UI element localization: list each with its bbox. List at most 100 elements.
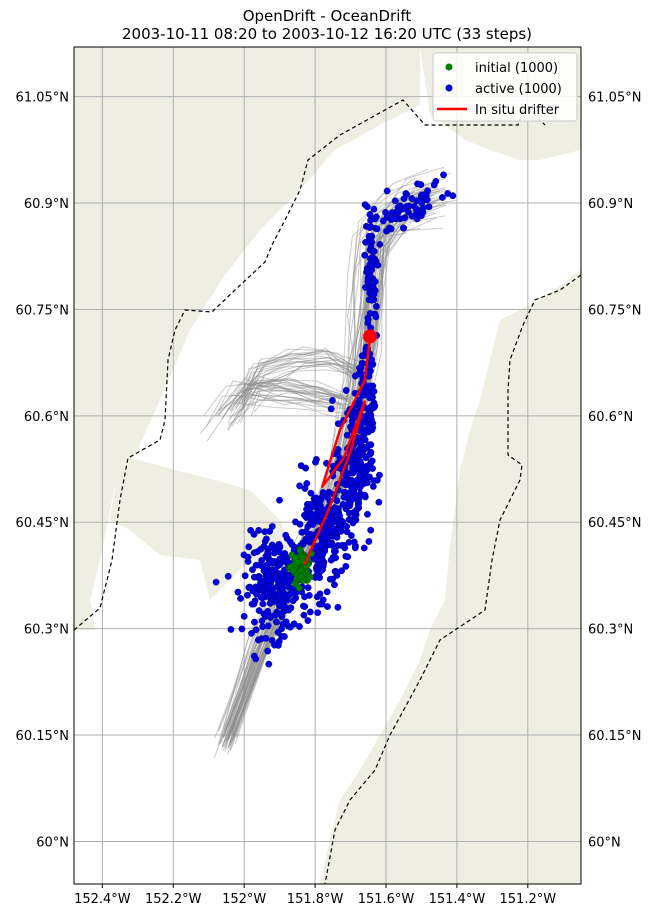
- active-particle: [370, 404, 378, 411]
- active-particle: [313, 593, 321, 601]
- land-kenai-peninsula: [110, 455, 300, 600]
- axes-frame: [73, 46, 582, 885]
- active-particle: [298, 528, 306, 536]
- active-particle: [286, 538, 294, 546]
- active-particle: [334, 603, 342, 611]
- y-tick-label-right-1: 60.15°N: [588, 729, 641, 744]
- active-particle: [334, 449, 341, 457]
- y-tick-label-right-4: 60.6°N: [588, 410, 633, 425]
- trajectory-1-4: [238, 377, 349, 418]
- y-tick-label-left-5: 60.75°N: [16, 303, 69, 318]
- trajectory-2-14: [250, 362, 361, 416]
- active-particle: [282, 531, 290, 539]
- active-particle: [324, 603, 331, 610]
- y-tick-label-left-7: 61.05°N: [16, 91, 69, 106]
- active-particle: [411, 213, 419, 221]
- active-particle: [376, 241, 384, 248]
- active-particle: [300, 611, 308, 619]
- trajectory-2-17: [240, 362, 354, 424]
- trajectory-2-6: [235, 347, 358, 395]
- active-particle: [361, 491, 369, 499]
- active-particle: [418, 199, 425, 207]
- active-particle: [383, 187, 391, 195]
- trajectory-2-4: [239, 350, 360, 391]
- active-particle: [351, 544, 359, 552]
- active-particle: [355, 449, 363, 457]
- active-particle: [408, 195, 416, 202]
- trajectory-1-16: [228, 392, 345, 419]
- active-particle: [265, 660, 273, 668]
- active-particle: [244, 591, 251, 599]
- x-tick-label-4: 151.6°W: [358, 892, 415, 907]
- active-particle: [257, 593, 265, 601]
- trajectory-1-24: [234, 382, 348, 416]
- active-particle: [337, 527, 345, 535]
- active-particle: [260, 567, 268, 575]
- active-particle: [360, 475, 368, 483]
- active-particle: [391, 197, 399, 205]
- active-particle: [366, 415, 374, 423]
- legend-label-initial: initial (1000): [475, 61, 558, 76]
- active-particle: [370, 477, 378, 485]
- x-tick-label-5: 151.4°W: [429, 892, 486, 907]
- active-particle: [319, 489, 327, 496]
- active-particle: [366, 211, 374, 218]
- active-particle: [358, 352, 366, 360]
- trajectory-1-12: [236, 390, 349, 425]
- active-particle: [367, 441, 375, 449]
- active-particle: [252, 655, 260, 663]
- active-particle: [263, 535, 270, 543]
- active-particle: [241, 572, 249, 580]
- active-particle: [296, 482, 304, 490]
- active-particle: [245, 543, 253, 551]
- active-particle: [227, 626, 235, 633]
- active-particle: [364, 319, 372, 327]
- y-tick-label-left-6: 60.9°N: [24, 197, 69, 212]
- active-particle: [360, 544, 368, 552]
- active-particle: [440, 171, 447, 179]
- active-particle: [250, 530, 258, 538]
- active-particle: [348, 485, 356, 493]
- active-particle: [332, 554, 340, 562]
- active-particle: [316, 541, 324, 549]
- trajectory-1-7: [228, 399, 346, 426]
- y-tick-label-right-7: 61.05°N: [588, 91, 641, 106]
- active-particle: [276, 561, 284, 569]
- active-particle: [297, 462, 305, 470]
- active-particle: [281, 590, 288, 598]
- trajectory-1-0: [227, 394, 345, 430]
- active-particle: [264, 647, 272, 655]
- active-particle: [271, 641, 278, 649]
- legend-marker-active: [445, 84, 453, 92]
- active-particle: [292, 590, 299, 597]
- map-area: [74, 47, 581, 884]
- active-particle: [212, 578, 220, 586]
- active-particle: [314, 609, 322, 617]
- trajectory-1-17: [221, 382, 345, 420]
- active-particle: [316, 502, 324, 510]
- active-particle: [313, 566, 321, 574]
- boundary-east: [324, 274, 581, 884]
- active-particle: [343, 523, 351, 530]
- active-particle: [425, 203, 433, 211]
- active-particle: [368, 296, 375, 304]
- active-particle: [262, 576, 269, 584]
- trajectory-2-15: [242, 350, 351, 407]
- active-particle: [237, 595, 244, 602]
- trajectory-1-15: [222, 383, 345, 419]
- active-particle: [259, 600, 267, 608]
- active-particle: [342, 562, 350, 570]
- initial-particle: [291, 580, 299, 588]
- active-particle: [366, 450, 374, 458]
- active-particle: [323, 588, 331, 596]
- active-particle: [277, 610, 285, 618]
- active-particle: [372, 313, 380, 321]
- active-particle: [264, 548, 272, 556]
- trajectory-2-9: [240, 357, 356, 405]
- active-particle: [327, 405, 335, 413]
- active-particle: [438, 194, 446, 201]
- active-particle: [234, 588, 242, 596]
- axis-ticks: 152.4°W 152.2°W 152°W 151.8°W 151.6°W 151.4°W…: [16, 91, 642, 907]
- active-particle: [299, 602, 307, 610]
